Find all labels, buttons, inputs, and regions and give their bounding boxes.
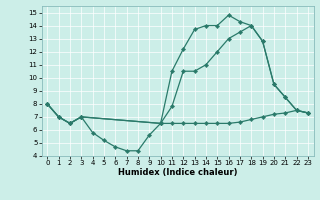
X-axis label: Humidex (Indice chaleur): Humidex (Indice chaleur) [118,168,237,177]
